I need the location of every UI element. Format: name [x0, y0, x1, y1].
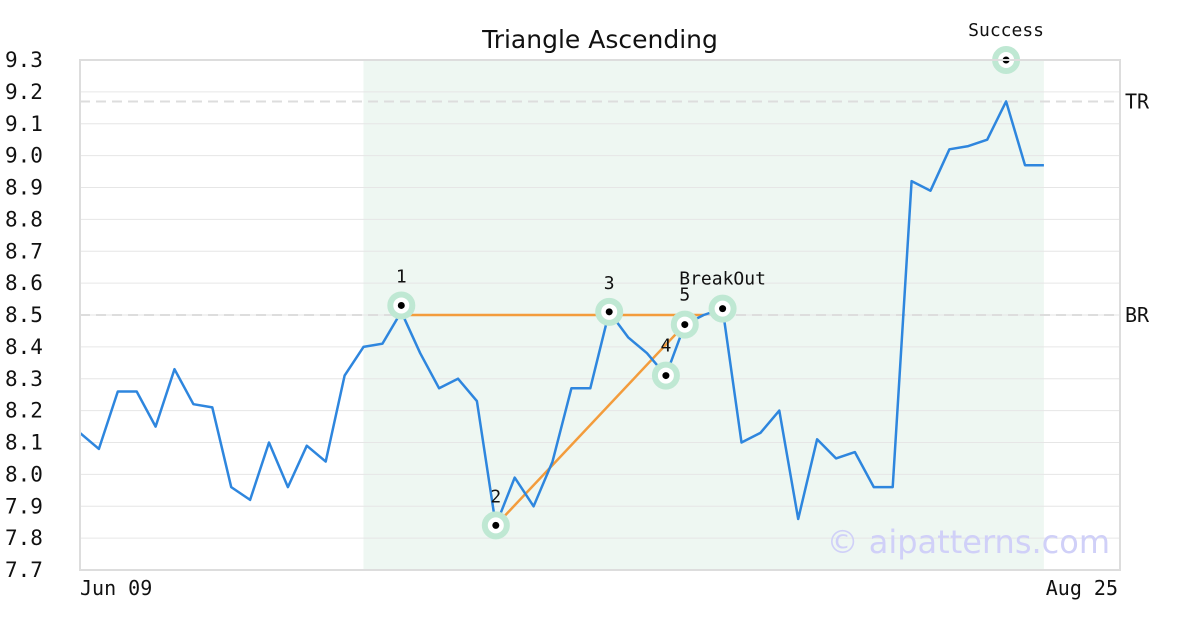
- y-tick-label: 9.3: [5, 48, 43, 72]
- y-tick-label: 7.8: [5, 526, 43, 550]
- pattern-point-dot: [397, 301, 405, 309]
- pattern-point-dot: [681, 321, 689, 329]
- y-tick-label: 9.1: [5, 112, 43, 136]
- pattern-trendline: [494, 323, 686, 527]
- y-tick-label: 8.7: [5, 239, 43, 263]
- y-tick-label: 8.2: [5, 399, 43, 423]
- pattern-point-label: 4: [660, 336, 671, 357]
- y-tick-label: 7.7: [5, 558, 43, 582]
- price-series-line: [79, 100, 1044, 527]
- pattern-point-label: 5: [679, 285, 690, 306]
- y-tick-label: 8.4: [5, 335, 43, 359]
- pattern-point-dot: [662, 372, 670, 380]
- plot-frame: [79, 59, 1121, 571]
- y-tick-label: 8.8: [5, 207, 43, 231]
- pattern-point-label: 3: [604, 273, 615, 294]
- y-tick-label: 8.9: [5, 176, 43, 200]
- y-tick-label: 7.9: [5, 494, 43, 518]
- y-tick-label: 8.1: [5, 431, 43, 455]
- pattern-point-label: 2: [490, 486, 501, 507]
- y-tick-label: 9.2: [5, 80, 43, 104]
- y-tick-label: 8.5: [5, 303, 43, 327]
- pattern-point-dot: [492, 521, 500, 529]
- y-tick-label: 8.3: [5, 367, 43, 391]
- y-tick-label: 9.0: [5, 144, 43, 168]
- watermark: © aipatterns.com: [827, 523, 1110, 561]
- reference-label-br: BR: [1125, 303, 1150, 327]
- x-tick-label: Jun 09: [80, 576, 152, 600]
- pattern-point-label: 1: [396, 266, 407, 287]
- pattern-point-dot: [605, 308, 613, 316]
- pattern-point-label: BreakOut: [679, 269, 766, 290]
- y-tick-label: 8.0: [5, 462, 43, 486]
- pattern-point-dot: [719, 305, 727, 313]
- y-tick-label: 8.6: [5, 271, 43, 295]
- x-tick-label: Aug 25: [1046, 576, 1118, 600]
- reference-label-tr: TR: [1125, 89, 1150, 113]
- pattern-point-label: Success: [968, 20, 1044, 41]
- chart-title: Triangle Ascending: [481, 25, 718, 54]
